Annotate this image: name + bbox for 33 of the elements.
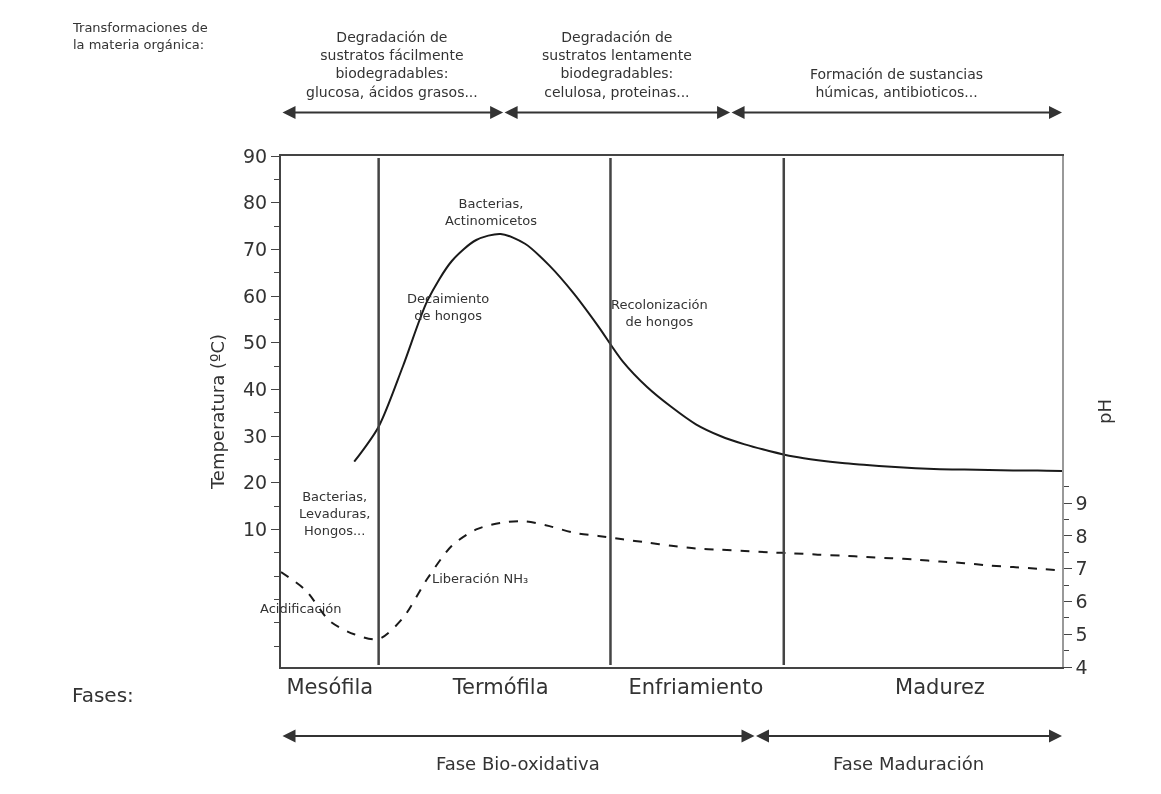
y2-tick-label: 4 — [1075, 655, 1088, 678]
text: Fase Maduración — [833, 753, 985, 774]
text: Fase Bio-oxidativa — [436, 753, 600, 774]
y2-tick-label: 8 — [1075, 524, 1088, 547]
y-tick-label: 40 — [243, 377, 268, 400]
y2-tick-label: 6 — [1075, 590, 1088, 613]
y-axis-title: Temperatura (ºC) — [206, 333, 228, 491]
y2-tick-label: 9 — [1075, 491, 1088, 514]
y-tick-label: 50 — [243, 331, 268, 354]
text: Degradación de sustratos lentamente biodegradables: celulosa, proteinas... — [542, 29, 692, 100]
annotation: Liberación NH₃ — [432, 571, 529, 586]
y-tick-label: 30 — [243, 424, 268, 447]
y2-tick-label: 7 — [1075, 557, 1088, 580]
text: Degradación de sustratos fácilmente biodegradables: glucosa, ácidos grasos... — [306, 29, 478, 100]
text: Formación de sustancias húmicas, antibioticos... — [810, 66, 984, 101]
text: Transformaciones de la materia orgánica: — [72, 20, 208, 52]
y2-axis-title: pH — [1094, 399, 1116, 424]
x-tick-label: Termófila — [451, 675, 549, 700]
x-tick-label: Enfriamiento — [628, 675, 764, 700]
text: Fases: — [72, 683, 134, 707]
line-series — [353, 232, 1062, 472]
y-tick-label: 70 — [243, 237, 268, 260]
x-tick-label: Mesófila — [286, 675, 374, 700]
annotation: Bacterias, Actinomicetos — [445, 196, 538, 228]
y-tick-label: 10 — [243, 517, 268, 540]
y-tick-label: 20 — [243, 471, 268, 494]
annotation: Recolonización de hongos — [611, 297, 708, 329]
annotation: Bacterias, Levaduras, Hongos... — [299, 489, 371, 538]
y-tick-label: 90 — [243, 144, 268, 167]
y-tick-label: 60 — [243, 284, 268, 307]
y-tick-label: 80 — [243, 191, 268, 214]
x-tick-label: Madurez — [895, 675, 985, 700]
y2-tick-label: 5 — [1075, 622, 1088, 645]
